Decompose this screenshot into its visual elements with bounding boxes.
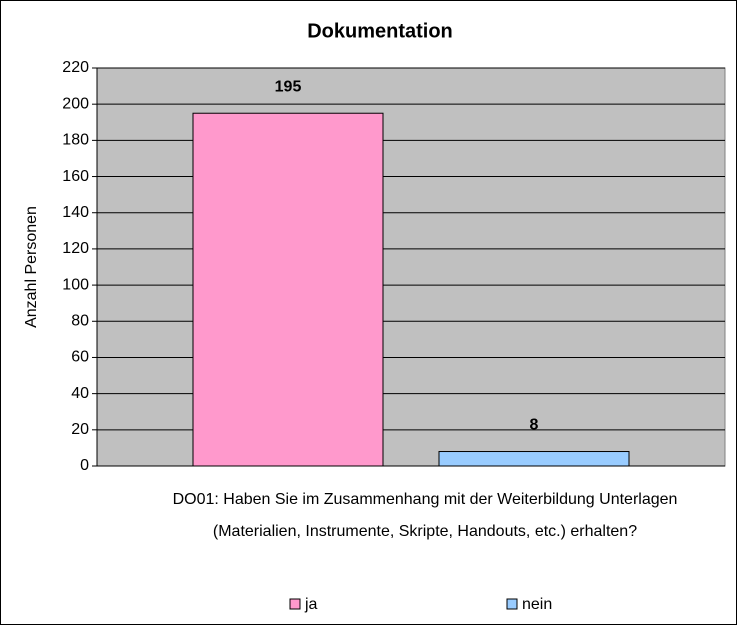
- y-tick-label: 80: [71, 312, 89, 329]
- y-tick-label: 140: [62, 204, 89, 221]
- y-tick-label: 100: [62, 276, 89, 293]
- legend-swatch: [289, 598, 301, 610]
- chart-title: Dokumentation: [307, 20, 453, 42]
- legend-label: nein: [522, 596, 552, 613]
- y-tick-label: 20: [71, 421, 89, 438]
- y-tick-label: 160: [62, 168, 89, 185]
- y-tick-label: 60: [71, 349, 89, 366]
- y-tick-label: 120: [62, 240, 89, 257]
- y-tick-label: 0: [80, 457, 89, 474]
- y-tick-label: 40: [71, 385, 89, 402]
- y-tick-label: 200: [62, 95, 89, 112]
- plot-area: [96, 67, 726, 467]
- legend-swatch: [506, 598, 518, 610]
- data-label: 195: [275, 78, 302, 95]
- legend-label: ja: [304, 596, 318, 613]
- y-tick-label: 220: [62, 59, 89, 76]
- bar: [438, 451, 630, 467]
- x-tick-label: DO01: Haben Sie im Zusammenhang mit der …: [172, 491, 678, 540]
- bar: [192, 112, 384, 467]
- y-axis-label: Anzahl Personen: [23, 206, 40, 328]
- y-tick-label: 180: [62, 132, 89, 149]
- data-label: 8: [530, 417, 539, 434]
